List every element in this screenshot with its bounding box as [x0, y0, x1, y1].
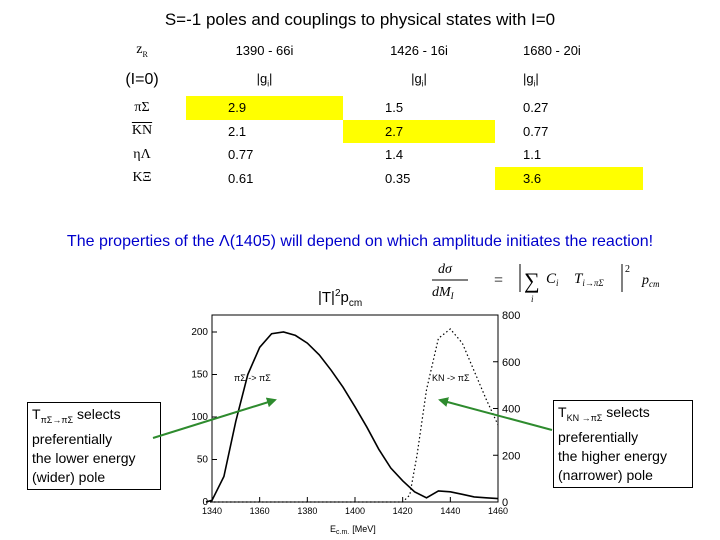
right-axis-ticks: 0 200 400 600 800 [493, 310, 520, 509]
left-tick-label: 100 [191, 412, 208, 423]
pisigma-curve-label: πΣ -> πΣ [234, 373, 271, 383]
right-annotation-box: TKN →πΣ selects preferentially the highe… [553, 400, 693, 488]
t-squared-label: |T|2pcm [318, 288, 363, 309]
kbarn-curve-label: KN -> πΣ [432, 373, 470, 383]
conclusion-statement: The properties of the Λ(1405) will depen… [66, 233, 654, 250]
pole-1: 1390 - 66i [235, 42, 294, 58]
channel-label: ηΛ [133, 146, 151, 162]
coupling-value: 0.61 [228, 170, 254, 186]
x-axis-ticks: 1340 1360 1380 1400 1420 1440 1460 [202, 497, 508, 516]
left-tick-label: 50 [197, 455, 209, 466]
right-tick-label: 400 [502, 404, 520, 416]
left-annotation-box: TπΣ→πΣ selects preferentially the lower … [27, 402, 161, 490]
isospin-label: (I=0) [125, 71, 159, 88]
left-tick-label: 0 [202, 497, 208, 508]
g-header-1: |gi| [256, 71, 273, 89]
right-tick-label: 800 [502, 310, 520, 322]
note-line: preferentially [558, 428, 639, 445]
channel-label: KΞ [132, 170, 152, 186]
note-line: (wider) pole [32, 468, 106, 485]
left-tick-label: 150 [191, 370, 208, 381]
momentum-factor: pcm [641, 273, 660, 289]
x-axis-label: Ec.m. [MeV] [330, 524, 376, 536]
formula-equals: = [494, 272, 503, 289]
pole-2: 1426 - 16i [390, 42, 448, 58]
coupling-table: zR 1390 - 66i 1426 - 16i 1680 - 20i (I=0… [98, 36, 643, 190]
sum-sign: ∑ [524, 268, 540, 293]
coupling-value: 2.1 [228, 123, 247, 139]
amplitude-plot: 1340 1360 1380 1400 1420 1440 1460 0 50 100 150 20… [191, 310, 520, 536]
coupling-value: 1.5 [385, 100, 404, 116]
coupling-value: 0.35 [385, 170, 411, 186]
g-header-3: |gi| [523, 71, 539, 89]
slide-title: S=-1 poles and couplings to physical sta… [164, 10, 556, 29]
x-tick-label: 1340 [202, 506, 222, 516]
note-line: TπΣ→πΣ selects [32, 406, 121, 425]
right-tick-label: 600 [502, 357, 520, 369]
coupling-value: 1.4 [385, 147, 404, 163]
coupling-value: 3.6 [495, 166, 643, 190]
kbarn-curve [206, 328, 499, 503]
right-tick-label: 0 [502, 497, 508, 509]
x-tick-label: 1380 [297, 506, 317, 516]
cross-section-formula: dσ dMI = ∑ i Ci Ti→πΣ 2 pcm [432, 262, 660, 304]
formula-denominator: dMI [432, 285, 455, 301]
note-line: the lower energy [32, 449, 136, 466]
note-line: TKN →πΣ selects [558, 404, 650, 423]
table-row: ηΛ 0.77 1.4 1.1 [98, 143, 643, 167]
table-row: KΞ 0.61 0.35 3.6 [98, 166, 643, 190]
coupling-value: 0.77 [228, 147, 254, 163]
channel-label: KN [131, 123, 153, 139]
right-tick-label: 200 [502, 450, 520, 462]
note-line: preferentially [32, 430, 113, 447]
x-tick-label: 1400 [345, 506, 365, 516]
table-subheader-row: (I=0) |gi| |gi| |gi| [98, 64, 643, 96]
channel-label: πΣ [134, 99, 150, 115]
note-line: (narrower) pole [558, 466, 653, 483]
pole-3: 1680 - 20i [523, 42, 581, 58]
coupling-value: 2.7 [343, 119, 495, 143]
table-header-row: zR 1390 - 66i 1426 - 16i 1680 - 20i [98, 36, 643, 64]
amplitude: Ti→πΣ [574, 271, 604, 288]
coupling-value: 0.77 [523, 123, 549, 139]
x-tick-label: 1420 [393, 506, 413, 516]
x-tick-label: 1460 [488, 506, 508, 516]
coupling-value: 2.9 [186, 96, 343, 120]
sum-index: i [531, 294, 534, 304]
table-row: KN 2.1 2.7 0.77 [98, 119, 643, 143]
zr-label: zR [136, 41, 148, 59]
formula-numerator: dσ [438, 262, 453, 277]
coupling-value: 1.1 [523, 147, 542, 163]
g-header-2: |gi| [411, 71, 427, 89]
x-tick-label: 1440 [440, 506, 460, 516]
plot-frame [211, 314, 499, 503]
coupling-value: 0.27 [523, 100, 549, 116]
formula-power: 2 [625, 264, 630, 275]
x-tick-label: 1360 [250, 506, 270, 516]
note-line: the higher energy [558, 447, 667, 464]
coefficient: Ci [546, 271, 559, 288]
pisigma-curve [205, 331, 499, 503]
table-row: πΣ 2.9 1.5 0.27 [98, 96, 643, 120]
left-tick-label: 200 [191, 327, 208, 338]
